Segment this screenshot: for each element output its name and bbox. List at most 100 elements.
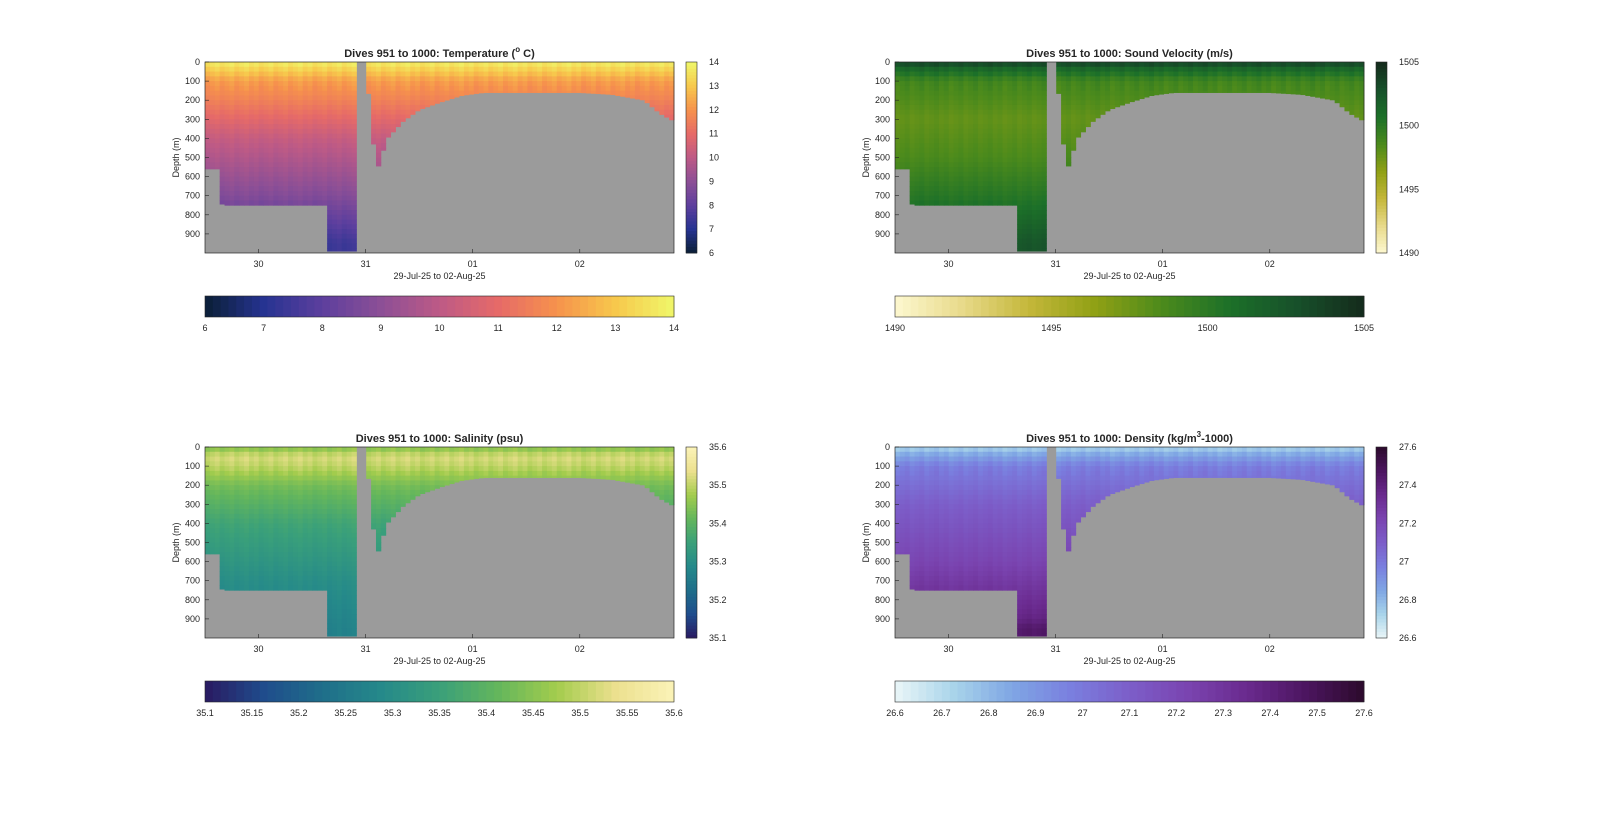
heatmap-cell <box>268 90 274 96</box>
x-tick-label: 01 <box>1158 259 1168 269</box>
heatmap-cell <box>219 133 225 139</box>
heatmap-cell <box>327 623 333 629</box>
heatmap-cell <box>229 528 235 534</box>
heatmap-cell <box>385 85 392 92</box>
heatmap-cell <box>253 447 260 453</box>
heatmap-cell <box>253 104 260 111</box>
heatmap-cell <box>327 489 333 496</box>
heatmap-cell <box>312 494 318 500</box>
heatmap-cell <box>371 499 377 505</box>
heatmap-cell <box>351 143 357 149</box>
heatmap-cell <box>263 461 269 467</box>
heatmap-cell <box>253 528 260 534</box>
heatmap-cell <box>380 90 387 96</box>
colorbar-segment <box>686 157 697 162</box>
heatmap-cell <box>302 580 308 586</box>
heatmap-cell <box>248 556 255 562</box>
heatmap-cell <box>400 90 406 96</box>
heatmap-cell <box>346 537 352 543</box>
heatmap-cell <box>288 143 294 149</box>
heatmap-cell <box>297 85 304 92</box>
heatmap-cell <box>253 119 260 125</box>
heatmap-cell <box>288 195 294 201</box>
heatmap-cell <box>938 90 945 96</box>
heatmap-cell <box>268 157 274 163</box>
heatmap-cell <box>273 81 279 87</box>
heatmap-cell <box>224 190 230 197</box>
heatmap-cell <box>644 76 650 82</box>
heatmap-cell <box>263 85 269 92</box>
heatmap-cell <box>590 81 597 87</box>
heatmap-cell <box>444 451 450 457</box>
heatmap-cell <box>605 85 611 92</box>
heatmap-cell <box>586 466 592 472</box>
colorbar-segment <box>290 296 300 317</box>
heatmap-cell <box>351 195 357 201</box>
heatmap-cell <box>1031 114 1038 120</box>
heatmap-cell <box>302 523 308 529</box>
heatmap-cell <box>380 532 387 536</box>
heatmap-cell <box>424 81 431 87</box>
heatmap-cell <box>380 138 387 144</box>
heatmap-cell <box>224 552 230 558</box>
heatmap-cell <box>209 124 216 130</box>
heatmap-cell <box>929 152 935 158</box>
heatmap-cell <box>654 451 660 457</box>
heatmap-cell <box>214 62 221 68</box>
heatmap-cell <box>664 466 670 472</box>
heatmap-cell <box>459 85 465 92</box>
heatmap-cell <box>1300 76 1306 82</box>
heatmap-cell <box>234 580 240 586</box>
heatmap-cell <box>322 547 328 553</box>
heatmap-cell <box>1144 71 1150 77</box>
heatmap-cell <box>1320 76 1326 82</box>
heatmap-cell <box>644 81 650 87</box>
heatmap-cell <box>263 470 269 477</box>
heatmap-cell <box>439 447 445 453</box>
heatmap-cell <box>1031 143 1038 149</box>
heatmap-cell <box>248 100 255 106</box>
heatmap-cell <box>375 499 382 505</box>
heatmap-cell <box>1227 76 1233 82</box>
heatmap-cell <box>948 114 955 120</box>
heatmap-cell <box>958 109 964 115</box>
heatmap-cell <box>982 71 989 77</box>
heatmap-cell <box>517 76 523 82</box>
heatmap-cell <box>224 542 230 548</box>
heatmap-cell <box>997 95 1003 101</box>
heatmap-cell <box>234 66 240 72</box>
heatmap-cell <box>371 470 377 477</box>
heatmap-cell <box>327 475 333 481</box>
heatmap-cell <box>415 466 421 472</box>
heatmap-cell <box>400 95 406 101</box>
heatmap-cell <box>1007 190 1013 197</box>
heatmap-cell <box>332 200 338 206</box>
heatmap-cell <box>239 90 245 96</box>
heatmap-cell <box>351 590 357 596</box>
heatmap-cell <box>1002 124 1008 130</box>
heatmap-cell <box>268 528 274 534</box>
heatmap-cell <box>498 76 504 82</box>
heatmap-cell <box>982 157 989 163</box>
heatmap-cell <box>244 580 250 586</box>
heatmap-cell <box>634 475 641 481</box>
heatmap-cell <box>1149 90 1155 96</box>
heatmap-cell <box>239 186 245 192</box>
heatmap-cell <box>639 90 646 96</box>
heatmap-cell <box>205 81 211 87</box>
heatmap-cell <box>332 138 338 144</box>
heatmap-cell <box>483 470 489 477</box>
heatmap-cell <box>375 114 382 120</box>
heatmap-cell <box>327 552 333 558</box>
heatmap-cell <box>581 461 587 467</box>
heatmap-cell <box>1056 62 1062 68</box>
heatmap-cell <box>1173 90 1179 93</box>
heatmap-cell <box>468 456 475 462</box>
heatmap-cell <box>595 76 602 82</box>
heatmap-cell <box>234 504 240 510</box>
heatmap-cell <box>1354 85 1360 92</box>
heatmap-cell <box>317 128 323 135</box>
heatmap-cell <box>273 181 279 187</box>
heatmap-cell <box>1183 66 1189 72</box>
heatmap-cell <box>371 518 377 524</box>
